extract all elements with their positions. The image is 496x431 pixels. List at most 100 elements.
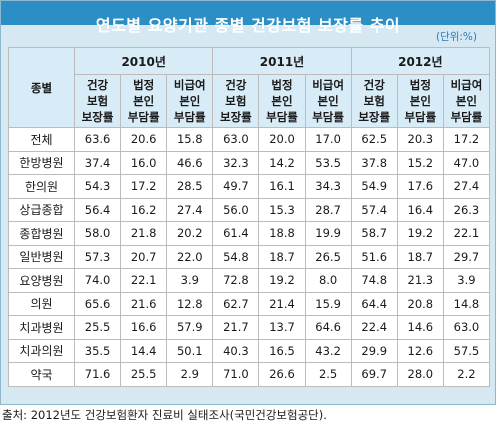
table-cell: 21.6 bbox=[120, 291, 168, 316]
sub-header-line: 건강 bbox=[225, 78, 247, 92]
table-cell: 64.4 bbox=[350, 291, 398, 316]
table-cell: 19.2 bbox=[396, 221, 444, 246]
row-label: 치과의원 bbox=[8, 338, 75, 363]
table-cell: 57.5 bbox=[442, 338, 491, 363]
table-row: 상급종합 56.4 16.2 27.4 56.0 15.3 28.7 57.4 16.4 26.3 bbox=[8, 197, 491, 222]
table-frame: 연도별 요양기관 종별 건강보험 보장률 추이 (단위:%) 종별 2010년 … bbox=[0, 0, 496, 405]
table-cell: 25.5 bbox=[120, 362, 168, 387]
table-cell: 57.9 bbox=[166, 315, 214, 340]
table-cell: 16.6 bbox=[120, 315, 168, 340]
table-cell: 29.9 bbox=[350, 338, 398, 363]
table-cell: 54.8 bbox=[212, 244, 260, 269]
table-cell: 40.3 bbox=[212, 338, 260, 363]
sub-header-line: 본인 bbox=[271, 94, 293, 108]
table-cell: 61.4 bbox=[212, 221, 260, 246]
sub-header-cell: 법정 본인 부담률 bbox=[396, 74, 444, 128]
table-cell: 2.9 bbox=[166, 362, 214, 387]
table-row: 치과의원 35.5 14.4 50.1 40.3 16.5 43.2 29.9 12.6 57.5 bbox=[8, 338, 491, 363]
table-cell: 58.0 bbox=[73, 221, 122, 246]
sub-header-line: 본인 bbox=[409, 94, 431, 108]
sub-header-line: 본인 bbox=[455, 94, 478, 108]
table-cell: 21.7 bbox=[212, 315, 260, 340]
table-cell: 26.3 bbox=[442, 197, 491, 222]
sub-header-line: 건강 bbox=[363, 78, 385, 92]
table-cell: 20.7 bbox=[120, 244, 168, 269]
table-cell: 22.4 bbox=[350, 315, 398, 340]
sub-header-line: 보장률 bbox=[81, 110, 114, 124]
table-cell: 71.6 bbox=[73, 362, 122, 387]
sub-header-cell: 비급여 본인 부담률 bbox=[442, 74, 491, 128]
table-cell: 16.0 bbox=[120, 150, 168, 175]
table-cell: 17.2 bbox=[120, 174, 168, 199]
sub-header-line: 비급여 bbox=[173, 78, 206, 92]
table-cell: 62.5 bbox=[350, 127, 398, 152]
sub-header-line: 법정 bbox=[409, 78, 431, 92]
table-cell: 57.3 bbox=[73, 244, 122, 269]
table-cell: 15.9 bbox=[304, 291, 352, 316]
row-label: 요양병원 bbox=[8, 268, 75, 293]
table-row: 일반병원 57.3 20.7 22.0 54.8 18.7 26.5 51.6 18.7 29.7 bbox=[8, 244, 491, 269]
sub-header-line: 건강 bbox=[86, 78, 109, 92]
year-header-2011: 2011년 bbox=[212, 47, 352, 75]
sub-header-line: 부담률 bbox=[450, 110, 483, 124]
table-cell: 22.1 bbox=[442, 221, 491, 246]
table-cell: 26.5 bbox=[304, 244, 352, 269]
sub-header-line: 보험 bbox=[363, 94, 385, 108]
sub-header-row: 건강 보험 보장률 법정 본인 부담률 비급여 본인 부담률 건강 보험 보장률 법정 본인 부담률 비급여 본… bbox=[9, 74, 491, 128]
table-cell: 56.4 bbox=[73, 197, 122, 222]
table-cell: 3.9 bbox=[442, 268, 491, 293]
table-cell: 16.5 bbox=[258, 338, 306, 363]
sub-header-line: 법정 bbox=[271, 78, 293, 92]
table-cell: 20.0 bbox=[258, 127, 306, 152]
table-cell: 17.2 bbox=[442, 127, 491, 152]
table-cell: 47.0 bbox=[442, 150, 491, 175]
sub-header-line: 보험 bbox=[225, 94, 247, 108]
sub-header-line: 본인 bbox=[317, 94, 339, 108]
table-cell: 37.8 bbox=[350, 150, 398, 175]
table-cell: 28.5 bbox=[166, 174, 214, 199]
table-cell: 43.2 bbox=[304, 338, 352, 363]
table-cell: 14.4 bbox=[120, 338, 168, 363]
table-cell: 29.7 bbox=[442, 244, 491, 269]
table-cell: 20.6 bbox=[120, 127, 168, 152]
table-cell: 58.7 bbox=[350, 221, 398, 246]
table-cell: 34.3 bbox=[304, 174, 352, 199]
table-cell: 46.6 bbox=[166, 150, 214, 175]
sub-header-line: 부담률 bbox=[127, 110, 160, 124]
table-cell: 32.3 bbox=[212, 150, 260, 175]
table-cell: 49.7 bbox=[212, 174, 260, 199]
table-row: 의원 65.6 21.6 12.8 62.7 21.4 15.9 64.4 20.8 14.8 bbox=[8, 291, 491, 316]
table-cell: 16.2 bbox=[120, 197, 168, 222]
row-label: 종합병원 bbox=[8, 221, 75, 246]
table-cell: 51.6 bbox=[350, 244, 398, 269]
table-cell: 65.6 bbox=[73, 291, 122, 316]
table-cell: 21.8 bbox=[120, 221, 168, 246]
table-cell: 22.0 bbox=[166, 244, 214, 269]
unit-label: (단위:%) bbox=[435, 31, 477, 43]
row-label: 상급종합 bbox=[8, 197, 75, 222]
sub-header-cell: 건강 보험 보장률 bbox=[73, 74, 122, 128]
unit-strip bbox=[1, 25, 495, 47]
sub-header-cell: 법정 본인 부담률 bbox=[258, 74, 306, 128]
table-cell: 71.0 bbox=[212, 362, 260, 387]
table-cell: 37.4 bbox=[73, 150, 122, 175]
table-cell: 8.0 bbox=[304, 268, 352, 293]
row-label: 한의원 bbox=[8, 174, 75, 199]
table-cell: 25.5 bbox=[73, 315, 122, 340]
table-cell: 20.3 bbox=[396, 127, 444, 152]
table-cell: 19.9 bbox=[304, 221, 352, 246]
row-label: 약국 bbox=[8, 362, 75, 387]
table-cell: 72.8 bbox=[212, 268, 260, 293]
table-cell: 14.6 bbox=[396, 315, 444, 340]
table-cell: 14.2 bbox=[258, 150, 306, 175]
table-cell: 17.0 bbox=[304, 127, 352, 152]
sub-header-line: 부담률 bbox=[173, 110, 206, 124]
table-row: 전체 63.6 20.6 15.8 63.0 20.0 17.0 62.5 20.3 17.2 bbox=[8, 127, 491, 152]
table-cell: 15.3 bbox=[258, 197, 306, 222]
table-cell: 21.3 bbox=[396, 268, 444, 293]
row-label: 치과병원 bbox=[8, 315, 75, 340]
table-cell: 20.2 bbox=[166, 221, 214, 246]
sub-header-line: 보장률 bbox=[358, 110, 391, 124]
coverage-table: 종별 2010년 2011년 2012년 건강 보험 보장률 법정 본인 부담률 비급여 본인… bbox=[8, 47, 491, 387]
table-cell: 64.6 bbox=[304, 315, 352, 340]
